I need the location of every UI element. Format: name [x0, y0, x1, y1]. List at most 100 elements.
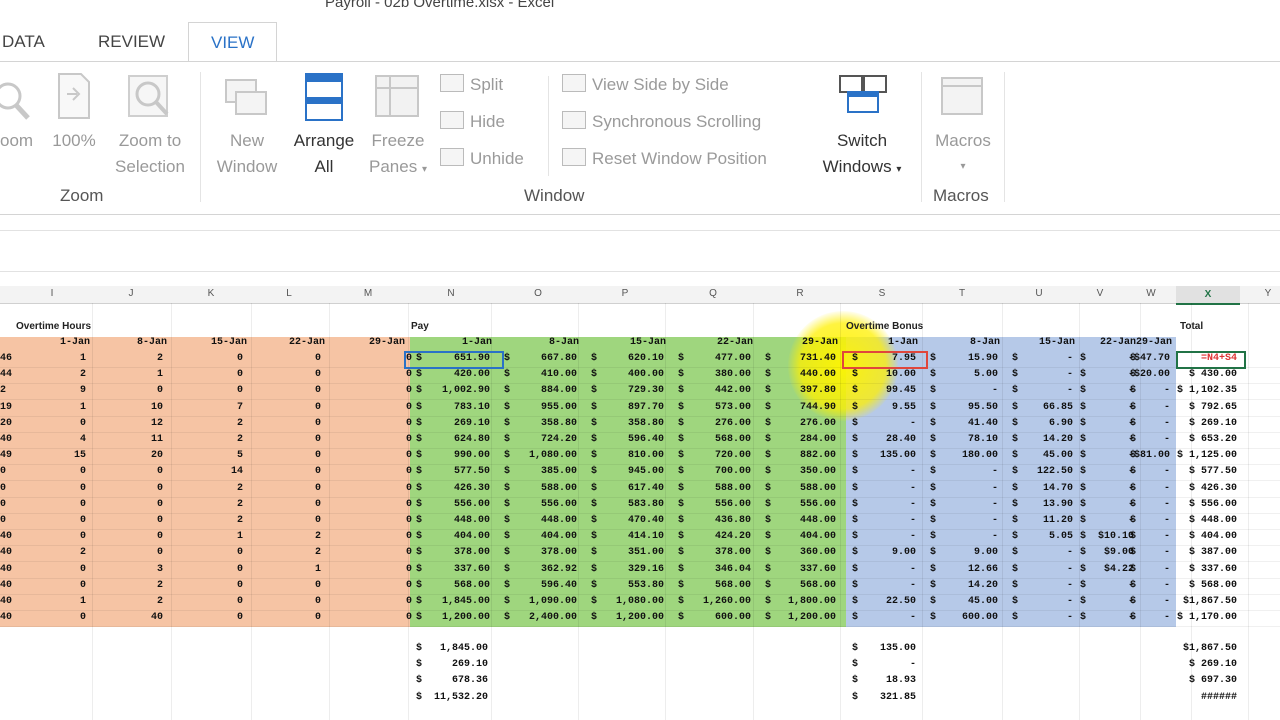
pay-cell[interactable]: 346.04: [714, 563, 751, 575]
total-cell[interactable]: $1,867.50: [1182, 596, 1237, 607]
bonus-cell[interactable]: 14.20: [967, 579, 998, 591]
zoom-100-button[interactable]: 100%: [52, 131, 96, 150]
total-cell[interactable]: $ 1,125.00: [1176, 450, 1237, 462]
worksheet-grid[interactable]: Overtime Hours Pay Overtime Bonus Total …: [0, 303, 1280, 720]
dollar-sign[interactable]: $: [1080, 434, 1087, 445]
pay-cell[interactable]: 329.16: [627, 563, 664, 575]
tab-view[interactable]: VIEW: [188, 22, 278, 62]
pay-cell[interactable]: 556.00: [453, 498, 490, 510]
pay-cell[interactable]: 358.80: [540, 417, 577, 429]
bonus-cell[interactable]: -: [909, 482, 916, 494]
dollar-sign[interactable]: $: [852, 417, 859, 429]
dollar-sign[interactable]: $: [1130, 401, 1137, 413]
dollar-sign[interactable]: $: [852, 643, 859, 654]
dollar-sign[interactable]: $: [591, 515, 598, 526]
hours-cell[interactable]: 0: [314, 401, 321, 413]
dollar-sign[interactable]: $: [765, 579, 772, 591]
dollar-sign[interactable]: $: [930, 466, 937, 478]
hours-cell[interactable]: 0: [314, 417, 321, 429]
dollar-sign[interactable]: $: [765, 417, 772, 429]
pay-cell[interactable]: 276.00: [714, 417, 751, 429]
dollar-sign[interactable]: $: [1080, 612, 1087, 624]
bonus-cell[interactable]: -: [1163, 596, 1170, 607]
column-header-x[interactable]: X: [1176, 286, 1240, 305]
dollar-sign[interactable]: $: [930, 417, 937, 429]
date-header-bonus[interactable]: 8-Jan: [969, 337, 1000, 348]
bonus-cell[interactable]: -: [909, 563, 916, 575]
hours-cell[interactable]: 0: [156, 498, 163, 510]
hours-cell[interactable]: 0: [79, 515, 86, 526]
total-cell[interactable]: $ 577.50: [1188, 466, 1237, 478]
dollar-sign[interactable]: $: [1130, 434, 1137, 445]
bonus-cell[interactable]: 10.00: [885, 369, 916, 381]
bonus-cell[interactable]: -: [1163, 579, 1170, 591]
pay-cell[interactable]: 442.00: [714, 385, 751, 397]
dollar-sign[interactable]: $: [1130, 369, 1137, 381]
dollar-sign[interactable]: $: [504, 482, 511, 494]
column-header-p[interactable]: P: [621, 288, 629, 299]
hours-cell[interactable]: 2: [156, 596, 163, 607]
bonus-cell[interactable]: 78.10: [967, 434, 998, 445]
dollar-sign[interactable]: $: [504, 515, 511, 526]
bonus-cell[interactable]: 41.40: [967, 417, 998, 429]
total-cell[interactable]: $ 269.10: [1188, 417, 1237, 429]
dollar-sign[interactable]: $: [678, 482, 685, 494]
pay-cell[interactable]: 420.00: [453, 369, 490, 381]
total-cell[interactable]: $ 792.65: [1188, 401, 1237, 413]
dollar-sign[interactable]: $: [504, 353, 511, 364]
dollar-sign[interactable]: $: [678, 531, 685, 543]
pay-cell[interactable]: 1,090.00: [528, 596, 577, 607]
selected-cell-s4[interactable]: [842, 351, 928, 369]
dollar-sign[interactable]: $: [930, 401, 937, 413]
pay-cell[interactable]: 577.50: [453, 466, 490, 478]
bonus-cell[interactable]: 135.00: [879, 450, 916, 462]
bonus-cell[interactable]: 14.70: [1042, 482, 1073, 494]
dollar-sign[interactable]: $: [930, 612, 937, 624]
new-window-button[interactable]: New Window: [207, 128, 287, 180]
dollar-sign[interactable]: $: [1130, 466, 1137, 478]
pay-cell[interactable]: 477.00: [714, 353, 751, 364]
zoom-to-selection-button[interactable]: Zoom to Selection: [108, 128, 192, 180]
summary-pay-cell[interactable]: 678.36: [451, 675, 488, 687]
pay-cell[interactable]: 440.00: [799, 369, 836, 381]
pay-cell[interactable]: 360.00: [799, 547, 836, 559]
row-edge-cell[interactable]: 19: [0, 401, 13, 413]
pay-cell[interactable]: 380.00: [714, 369, 751, 381]
bonus-cell[interactable]: -: [1127, 612, 1134, 624]
hours-cell[interactable]: 2: [79, 369, 86, 381]
pay-cell[interactable]: 378.00: [453, 547, 490, 559]
hours-cell[interactable]: 0: [236, 612, 243, 624]
hours-cell[interactable]: 0: [236, 579, 243, 591]
dollar-sign[interactable]: $: [1080, 466, 1087, 478]
pay-cell[interactable]: 2,400.00: [528, 612, 577, 624]
hours-cell[interactable]: 15: [73, 450, 86, 462]
pay-cell[interactable]: 424.20: [714, 531, 751, 543]
dollar-sign[interactable]: $: [1080, 401, 1087, 413]
dollar-sign[interactable]: $: [416, 579, 423, 591]
bonus-cell[interactable]: -: [1066, 385, 1073, 397]
dollar-sign[interactable]: $: [678, 401, 685, 413]
row-edge-cell[interactable]: 49: [0, 450, 13, 462]
dollar-sign[interactable]: $: [765, 450, 772, 462]
dollar-sign[interactable]: $: [852, 450, 859, 462]
dollar-sign[interactable]: $: [1080, 596, 1087, 607]
dollar-sign[interactable]: $: [765, 515, 772, 526]
column-header-u[interactable]: U: [1035, 288, 1043, 299]
total-cell[interactable]: $ 568.00: [1188, 579, 1237, 591]
pay-cell[interactable]: 744.90: [799, 401, 836, 413]
pay-cell[interactable]: 588.00: [714, 482, 751, 494]
bonus-cell[interactable]: $47.70: [1133, 353, 1170, 364]
pay-cell[interactable]: 1,002.90: [441, 385, 490, 397]
dollar-sign[interactable]: $: [930, 547, 937, 559]
dollar-sign[interactable]: $: [1080, 498, 1087, 510]
dollar-sign[interactable]: $: [930, 434, 937, 445]
bonus-cell[interactable]: 122.50: [1036, 466, 1073, 478]
pay-cell[interactable]: 990.00: [453, 450, 490, 462]
hours-cell[interactable]: 0: [156, 531, 163, 543]
pay-cell[interactable]: 414.10: [627, 531, 664, 543]
date-header-pay[interactable]: 1-Jan: [461, 337, 492, 348]
bonus-cell[interactable]: -: [1127, 417, 1134, 429]
dollar-sign[interactable]: $: [1012, 434, 1019, 445]
dollar-sign[interactable]: $: [504, 612, 511, 624]
dollar-sign[interactable]: $: [930, 353, 937, 364]
